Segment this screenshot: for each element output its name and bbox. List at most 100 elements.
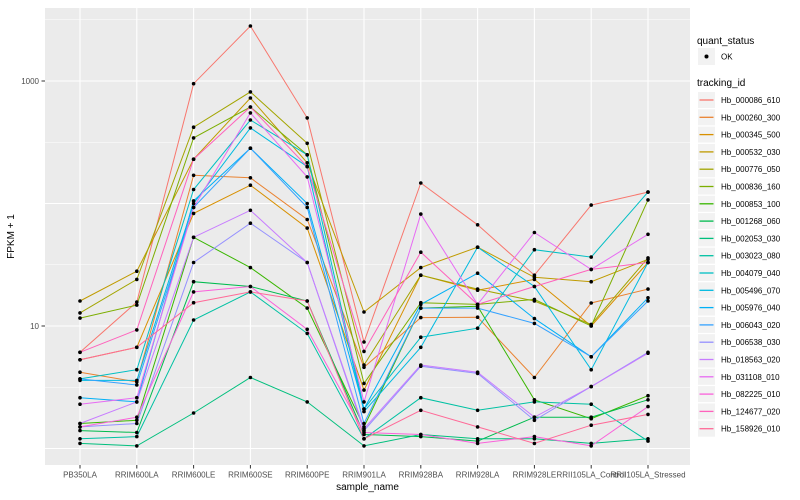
data-point-Hb_000260_300	[305, 217, 310, 222]
x-tick-label: RRIM600LA	[115, 471, 159, 480]
data-point-Hb_005976_040	[646, 296, 650, 300]
data-point-Hb_124677_020	[589, 267, 593, 272]
data-point-Hb_006043_020	[419, 306, 423, 310]
data-point-Hb_124677_020	[362, 349, 366, 354]
data-point-Hb_124677_020	[305, 164, 310, 169]
data-point-Hb_006538_030	[248, 221, 253, 225]
legend-label-Hb_006538_030: Hb_006538_030	[721, 338, 781, 347]
data-point-Hb_003023_080	[532, 400, 537, 404]
tracking-id-legend-title: tracking_id	[697, 78, 745, 89]
data-point-Hb_006538_030	[532, 418, 537, 423]
data-point-Hb_000086_610	[419, 181, 423, 185]
data-point-Hb_000086_610	[305, 116, 310, 120]
data-point-Hb_158926_010	[248, 290, 253, 294]
data-point-Hb_000086_610	[191, 81, 196, 86]
data-point-Hb_158926_010	[78, 358, 82, 362]
data-point-Hb_000532_030	[419, 265, 423, 270]
data-point-Hb_003023_080	[646, 439, 650, 443]
data-point-Hb_000532_030	[248, 96, 253, 100]
data-point-Hb_000853_100	[135, 418, 139, 423]
legend-label-Hb_000776_050: Hb_000776_050	[721, 165, 781, 174]
data-point-Hb_006043_020	[646, 299, 650, 303]
data-point-Hb_005976_040	[362, 407, 366, 411]
data-point-Hb_004079_040	[305, 153, 310, 157]
data-point-Hb_006043_020	[362, 421, 366, 426]
data-point-Hb_000260_300	[78, 370, 82, 375]
data-point-Hb_005496_070	[475, 245, 480, 249]
x-tick-label: RRIM928LA	[456, 471, 500, 480]
x-tick-label: RRIM928BA	[399, 471, 444, 480]
data-point-Hb_003023_080	[305, 331, 310, 336]
data-point-Hb_018563_020	[646, 351, 650, 356]
data-point-Hb_000776_050	[475, 287, 480, 291]
data-point-Hb_124677_020	[532, 284, 537, 289]
data-point-Hb_005496_070	[191, 201, 196, 206]
data-point-Hb_006043_020	[248, 146, 253, 150]
data-point-Hb_082225_010	[532, 434, 537, 439]
data-point-Hb_000853_100	[248, 265, 253, 270]
data-point-Hb_031108_010	[532, 230, 537, 235]
legend-label-Hb_005976_040: Hb_005976_040	[721, 304, 781, 313]
data-point-Hb_005976_040	[191, 199, 196, 203]
data-point-Hb_158926_010	[305, 299, 310, 303]
legend-label-Hb_000086_610: Hb_000086_610	[721, 96, 781, 105]
data-point-Hb_004079_040	[135, 367, 139, 372]
data-point-Hb_002053_030	[191, 411, 196, 415]
data-point-Hb_003023_080	[135, 434, 139, 439]
data-point-Hb_000836_160	[191, 136, 196, 140]
data-point-Hb_018563_020	[305, 260, 310, 265]
y-tick-label: 10	[30, 322, 39, 331]
data-point-Hb_006538_030	[191, 260, 196, 265]
legend-label-Hb_001268_060: Hb_001268_060	[721, 217, 781, 226]
data-point-Hb_005976_040	[532, 316, 537, 321]
data-point-Hb_000260_300	[589, 301, 593, 305]
data-point-Hb_000776_050	[191, 125, 196, 129]
data-point-Hb_124677_020	[475, 302, 480, 307]
data-point-Hb_000853_100	[646, 393, 650, 398]
data-point-Hb_031108_010	[419, 212, 423, 216]
data-point-Hb_082225_010	[248, 284, 253, 289]
data-point-Hb_002053_030	[475, 437, 480, 441]
data-point-Hb_158926_010	[475, 425, 480, 429]
x-tick-label: RRIM600PE	[285, 471, 329, 480]
legend-label-Hb_000260_300: Hb_000260_300	[721, 113, 781, 122]
plot-panel	[45, 8, 690, 465]
data-point-Hb_018563_020	[532, 415, 537, 420]
data-point-Hb_031108_010	[191, 205, 196, 210]
data-point-Hb_000836_160	[135, 303, 139, 307]
data-point-Hb_000086_610	[475, 223, 480, 227]
data-point-Hb_006043_020	[532, 321, 537, 326]
data-point-Hb_018563_020	[135, 400, 139, 404]
data-point-Hb_000776_050	[248, 90, 253, 94]
data-point-Hb_018563_020	[362, 426, 366, 431]
data-point-Hb_006043_020	[305, 205, 310, 210]
legend-label-Hb_000836_160: Hb_000836_160	[721, 183, 781, 192]
data-point-Hb_031108_010	[646, 232, 650, 237]
data-point-Hb_004079_040	[191, 187, 196, 192]
legend-label-Hb_000853_100: Hb_000853_100	[721, 200, 781, 209]
data-point-Hb_000260_300	[475, 315, 480, 320]
data-point-Hb_158926_010	[646, 412, 650, 417]
x-tick-label: RRII105LA_Control	[557, 471, 627, 480]
data-point-Hb_005496_070	[589, 367, 593, 372]
data-point-Hb_000532_030	[589, 279, 593, 284]
data-point-Hb_002053_030	[589, 441, 593, 446]
data-point-Hb_000532_030	[532, 275, 537, 280]
x-tick-label: RRIM600SE	[228, 471, 272, 480]
data-point-Hb_031108_010	[78, 402, 82, 407]
legend-label-Hb_082225_010: Hb_082225_010	[721, 390, 781, 399]
data-point-Hb_002053_030	[362, 444, 366, 448]
quant-status-legend-title: quant_status	[697, 36, 754, 47]
data-point-Hb_005496_070	[135, 378, 139, 383]
data-point-Hb_000532_030	[78, 299, 82, 303]
data-point-Hb_001268_060	[78, 428, 82, 433]
data-point-Hb_000776_050	[362, 363, 366, 367]
data-point-Hb_000532_030	[135, 269, 139, 274]
quant-status-legend-label: OK	[721, 53, 733, 62]
x-axis-title: sample_name	[336, 482, 399, 493]
data-point-Hb_158926_010	[135, 345, 139, 350]
data-point-Hb_158926_010	[191, 300, 196, 305]
data-point-Hb_000260_300	[532, 375, 537, 380]
data-point-Hb_000345_500	[362, 388, 366, 392]
data-point-Hb_031108_010	[305, 175, 310, 179]
